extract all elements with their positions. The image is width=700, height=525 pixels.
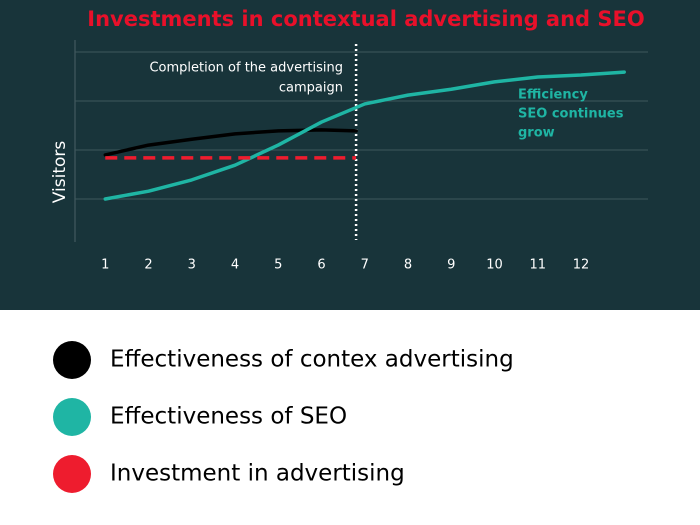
x-tick-label: 4 (231, 258, 239, 273)
annotation: campaign (279, 81, 343, 96)
x-tick-label: 11 (529, 258, 546, 273)
y-axis-label: Visitors (50, 141, 70, 204)
legend-marker (53, 341, 91, 379)
x-tick-label: 2 (144, 258, 152, 273)
annotation: SEO continues (518, 107, 624, 122)
x-tick-label: 8 (404, 258, 412, 273)
annotation: Completion of the advertising (149, 61, 343, 76)
legend-marker (53, 455, 91, 493)
x-tick-label: 5 (274, 258, 282, 273)
chart-title: Investments in contextual advertising an… (87, 7, 644, 31)
x-tick-label: 1 (101, 258, 109, 273)
x-tick-label: 7 (361, 258, 369, 273)
legend-label: Effectiveness of contex advertising (110, 347, 514, 373)
x-tick-label: 6 (317, 258, 325, 273)
series-line (103, 70, 626, 201)
series-line (103, 128, 358, 157)
x-tick-label: 9 (447, 258, 455, 273)
legend-label: Investment in advertising (110, 461, 405, 487)
x-tick-label: 3 (188, 258, 196, 273)
legend-label: Effectiveness of SEO (110, 404, 347, 430)
x-tick-label: 12 (573, 258, 590, 273)
x-tick-label: 10 (486, 258, 503, 273)
legend-marker (53, 398, 91, 436)
annotation: Efficiency (518, 88, 588, 103)
annotation: grow (518, 126, 555, 141)
